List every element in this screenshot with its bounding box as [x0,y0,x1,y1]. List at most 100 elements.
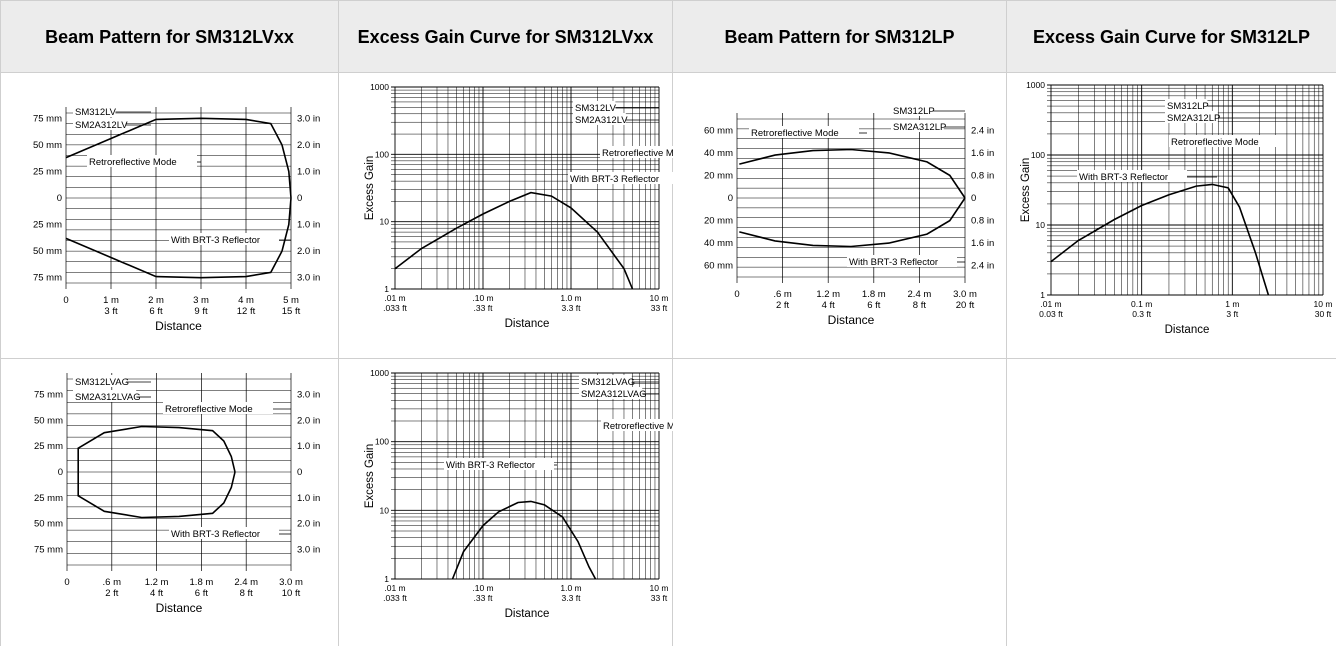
y-tick-label-left: 25 mm [34,493,63,504]
chart-label: SM312LV [75,107,117,118]
x-tick-label-secondary: 20 ft [956,300,975,311]
x-tick-label: 0 [734,289,739,300]
x-tick-label: 1.8 m [862,289,886,300]
cell-beam-lp: 60 mm 2.4 in 40 mm 1.6 in 20 mm 0.8 in 0 0 20 mm… [672,72,1007,359]
x-tick-label-secondary: 6 ft [867,300,881,311]
y-tick-label-left: 75 mm [33,273,62,284]
chart-label: With BRT-3 Reflector [171,235,260,246]
chart-label: SM312LP [893,106,935,117]
x-tick-label: 1 m [103,295,119,306]
header-row: Beam Pattern for SM312LVxx Excess Gain C… [0,0,1336,73]
x-tick-label-secondary: .033 ft [383,303,407,313]
chart-label-bg [573,101,616,113]
x-tick-label-secondary: .33 ft [474,303,494,313]
beam-series-1 [77,471,236,519]
y-tick-label-right: 2.0 in [297,140,320,151]
x-tick-label-secondary: 0.03 ft [1039,309,1063,319]
chart-label: Retroreflective Mode [165,404,253,415]
y-tick-label-right: 2.0 in [297,246,320,257]
y-tick-label-right: 2.0 in [297,519,320,530]
x-tick-label: 3 m [193,295,209,306]
x-axis-label: Distance [155,319,202,333]
x-tick-label-secondary: 3 ft [104,306,118,317]
x-tick-label-secondary: 3 ft [1226,309,1238,319]
chart-label: SM2A312LVAG [75,392,141,403]
beam-series-0 [77,425,236,473]
y-tick-label: 1 [384,284,389,294]
excess-gain-chart-lp: 1 10 100 1000 .01 m0.03 ft 0.1 m0.3 ft 1 m3 ft… [1020,80,1333,336]
y-tick-label: 1000 [370,368,389,378]
x-tick-label: 4 m [238,295,254,306]
chart-label-bg [1165,99,1208,111]
chart-label-bg [73,118,126,130]
cell-beam-lv: 75 mm 3.0 in 50 mm 2.0 in 25 mm 1.0 in 0 0 25 mm… [0,72,339,359]
chart-label-bg [891,104,934,116]
y-tick-label-left: 75 mm [33,113,62,124]
x-tick-label: 2 m [148,295,164,306]
chart-label-bg [573,113,626,125]
chart-label-bg [169,233,279,245]
chart-label-bg [169,527,279,539]
chart-row-1: 75 mm 3.0 in 50 mm 2.0 in 25 mm 1.0 in 0 0 25 mm… [0,72,1336,359]
chart-label-bg [749,126,859,138]
chart-label-bg [579,387,643,399]
x-tick-label: 0.1 m [1131,299,1152,309]
chart-label: SM312LV [575,103,617,114]
y-tick-label-left: 0 [58,467,63,478]
x-tick-label: 10 m [650,293,669,303]
chart-label-bg [73,375,126,387]
cell-gain-lv: 1 10 100 1000 .01 m .033 ft .10 m .33 ft 1.0 m 3.… [338,72,673,359]
chart-label-bg [579,375,632,387]
x-tick-label: 1 m [1225,299,1239,309]
x-axis-label: Distance [505,318,550,330]
x-tick-label: 10 m [1314,299,1333,309]
x-tick-label-secondary: 30 ft [1315,309,1332,319]
x-axis-label: Distance [1165,324,1210,336]
beam-series-1 [65,197,292,279]
x-tick-label-secondary: 15 ft [282,306,301,317]
x-tick-label-secondary: 12 ft [237,306,256,317]
y-tick-label-left: 25 mm [34,441,63,452]
chart-label: With BRT-3 Reflector [171,529,260,540]
x-tick-label-secondary: 3.3 ft [562,593,582,603]
x-tick-label-secondary: 3.3 ft [562,303,582,313]
y-tick-label-left: 40 mm [704,238,733,249]
beam-pattern-chart-lv: 75 mm 3.0 in 50 mm 2.0 in 25 mm 1.0 in 0 0 25 mm… [33,105,320,333]
y-axis-label: Excess Gain [1020,158,1032,223]
chart-label-bg [87,155,197,167]
header-gain-lv: Excess Gain Curve for SM312LVxx [338,0,673,73]
y-tick-label-left: 20 mm [704,170,733,181]
y-tick-label-left: 0 [57,193,62,204]
chart-label-bg [73,105,116,117]
y-tick-label-right: 3.0 in [297,390,320,401]
y-tick-label-left: 50 mm [34,415,63,426]
x-tick-label: 1.0 m [560,583,581,593]
y-tick-label-right: 2.4 in [971,125,994,136]
chart-label: Retroreflective Mode [602,148,673,159]
header-beam-lv: Beam Pattern for SM312LVxx [0,0,339,73]
x-tick-label-secondary: .33 ft [474,593,494,603]
gain-series [1050,183,1270,296]
chart-label: Retroreflective Mode [751,128,839,139]
cell-gain-lvag: 1 10 100 1000 .01 m .033 ft .10 m .33 ft 1.0 m 3.… [338,358,673,646]
y-tick-label: 1000 [370,82,389,92]
header-gain-lp: Excess Gain Curve for SM312LP [1006,0,1336,73]
chart-label: SM312LVAG [581,377,635,388]
y-tick-label-right: 1.0 in [297,441,320,452]
y-tick-label: 1 [384,574,389,584]
chart-label-bg [73,390,137,402]
chart-label: SM2A312LV [575,115,628,126]
x-axis-label: Distance [505,608,550,620]
chart-label-bg [891,120,944,132]
x-tick-label-secondary: .033 ft [383,593,407,603]
y-tick-label-left: 60 mm [704,261,733,272]
y-tick-label-left: 50 mm [33,246,62,257]
y-tick-label-left: 40 mm [704,148,733,159]
excess-gain-chart-lv: 1 10 100 1000 .01 m.033 ft .10 m.33 ft 1.0 m3.… [364,82,673,330]
x-tick-label-secondary: 6 ft [195,588,209,599]
y-tick-label-right: 0 [971,193,976,204]
chart-label: Retroreflective Mode [1171,137,1259,148]
y-tick-label-left: 60 mm [704,125,733,136]
